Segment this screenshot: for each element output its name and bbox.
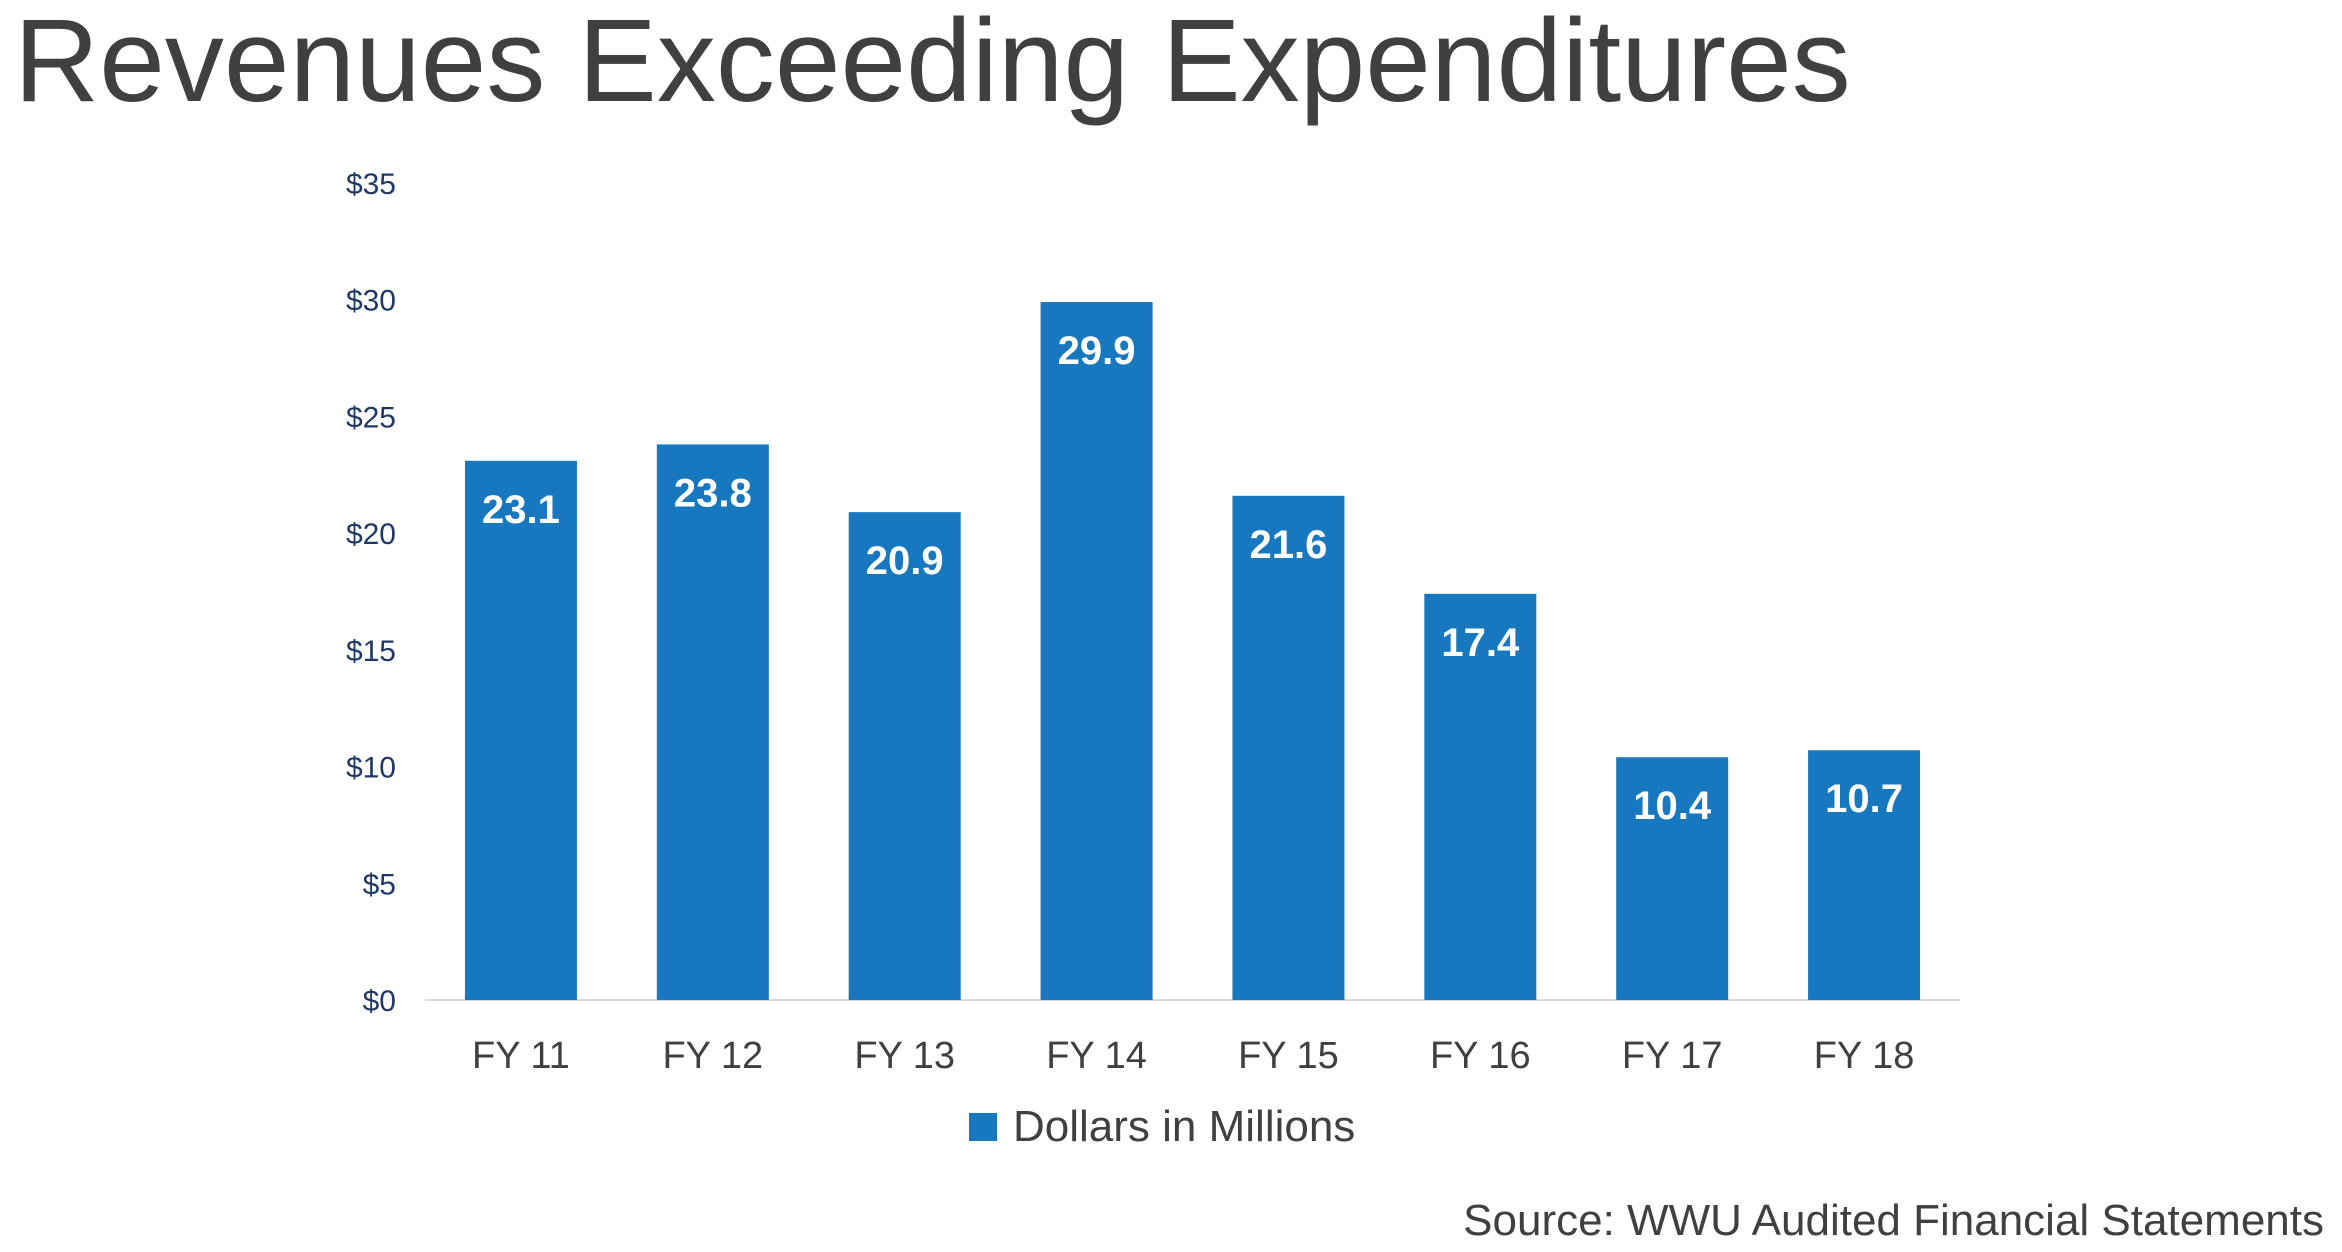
bar <box>1616 757 1729 1000</box>
y-tick-label: $30 <box>346 285 396 318</box>
bar <box>464 460 577 1000</box>
bar <box>656 444 769 1000</box>
bar-series <box>464 302 1921 1000</box>
source-note: Source: WWU Audited Financial Statements <box>1463 1196 2324 1245</box>
y-tick-label: $0 <box>363 985 396 1018</box>
legend-swatch <box>969 1113 997 1141</box>
bar-value-label: 10.7 <box>1825 777 1903 821</box>
bar <box>848 512 961 1000</box>
x-tick-label: FY 17 <box>1622 1035 1723 1077</box>
bar-value-label: 23.8 <box>674 471 752 515</box>
y-tick-label: $25 <box>346 401 396 434</box>
y-axis-ticks: $0 $5 $10 $15 $20 $25 $30 $35 <box>346 168 396 1018</box>
bar-value-label: 20.9 <box>866 539 944 583</box>
x-tick-label: FY 13 <box>854 1035 955 1077</box>
legend: Dollars in Millions <box>969 1102 1355 1151</box>
y-tick-label: $10 <box>346 752 396 785</box>
bar-value-label: 10.4 <box>1633 784 1712 828</box>
y-tick-label: $20 <box>346 518 396 551</box>
x-tick-label: FY 11 <box>472 1035 570 1077</box>
y-tick-label: $5 <box>363 868 396 901</box>
y-tick-label: $15 <box>346 635 396 668</box>
bar <box>1232 495 1345 1000</box>
x-tick-label: FY 16 <box>1430 1035 1531 1077</box>
x-axis-ticks: FY 11 FY 12 FY 13 FY 14 FY 15 FY 16 FY 17 FY 18 <box>472 1035 1914 1077</box>
bar <box>1808 750 1921 1000</box>
bar-value-label: 23.1 <box>482 488 560 532</box>
bar-value-label: 17.4 <box>1441 621 1520 665</box>
x-tick-label: FY 15 <box>1238 1035 1339 1077</box>
x-tick-label: FY 12 <box>662 1035 763 1077</box>
page-title: Revenues Exceeding Expenditures <box>14 0 1851 127</box>
legend-label: Dollars in Millions <box>1013 1102 1355 1151</box>
bar-value-label: 21.6 <box>1250 523 1328 567</box>
y-tick-label: $35 <box>346 168 396 201</box>
bar <box>1424 593 1537 1000</box>
bar <box>1040 302 1153 1000</box>
bar-value-label: 29.9 <box>1058 329 1136 373</box>
x-tick-label: FY 14 <box>1046 1035 1147 1077</box>
x-tick-label: FY 18 <box>1814 1035 1915 1077</box>
bar-value-labels: 23.1 23.8 20.9 29.9 21.6 17.4 10.4 10.7 <box>482 329 1903 828</box>
